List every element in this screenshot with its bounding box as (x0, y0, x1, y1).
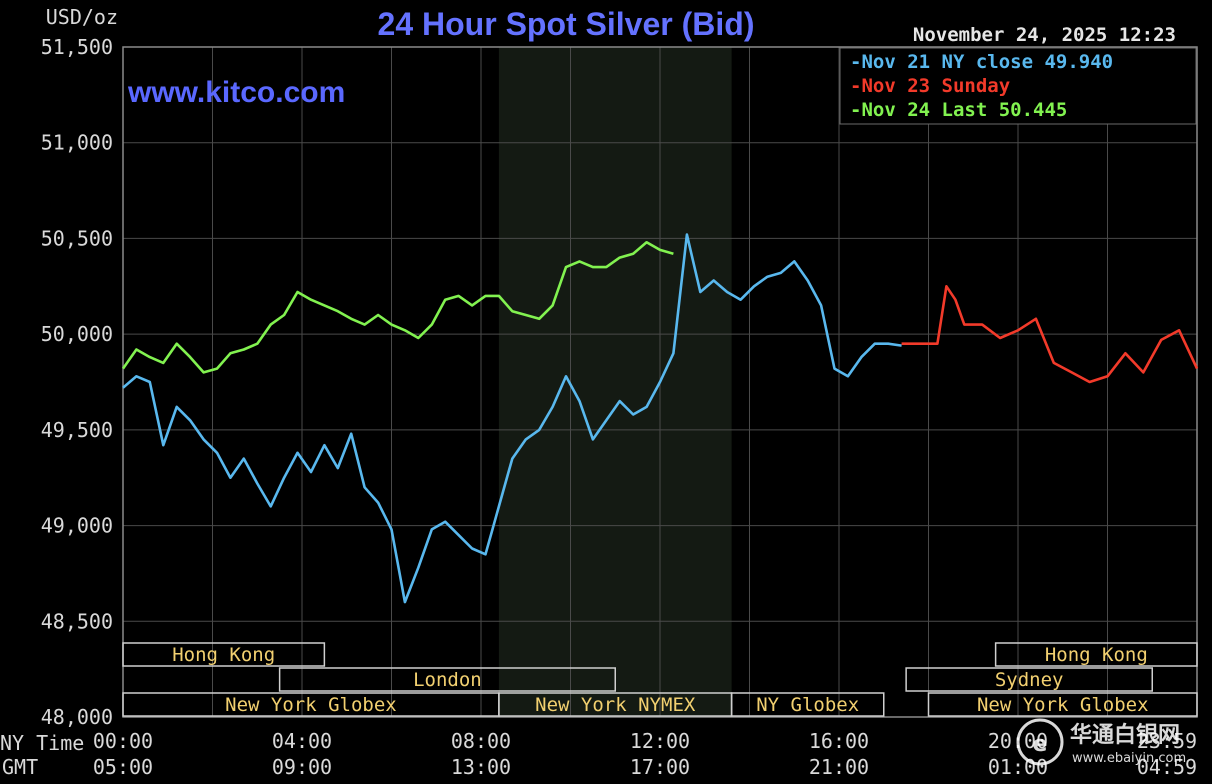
market-session-box: Hong Kong (994, 642, 1198, 667)
market-session-label: London (413, 669, 482, 691)
market-session-label: Hong Kong (172, 644, 275, 666)
x-tick-label-ny: 16:00 (809, 729, 869, 753)
corner-brand-logo: e 华通白银网 www.ebaiyin.com (1016, 718, 1186, 766)
market-session-label: Hong Kong (1045, 644, 1148, 666)
market-session-label: Sydney (995, 669, 1064, 691)
nymex-session-shade (498, 47, 732, 717)
x-tick-label-gmt: 01:00 (988, 755, 1048, 779)
y-tick-label: 48,500 (41, 609, 113, 633)
x-tick-label-ny: 08:00 (451, 729, 511, 753)
y-tick-label: 48,000 (41, 705, 113, 729)
market-session-label: New York Globex (977, 694, 1149, 716)
series-line-0 (122, 233, 902, 604)
x-tick-label-ny: 23:59 (1137, 729, 1197, 753)
x-tick-label-ny: 12:00 (630, 729, 690, 753)
legend: -Nov 21 NY close 49.940 -Nov 23 Sunday -… (839, 47, 1197, 125)
market-session-box: NY Globex (730, 692, 885, 717)
series-line-1 (901, 284, 1199, 384)
x-tick-label-ny: 04:00 (272, 729, 332, 753)
x-tick-label-gmt: 09:00 (272, 755, 332, 779)
x-tick-label-gmt: 05:00 (93, 755, 153, 779)
market-session-box: Sydney (905, 667, 1153, 692)
y-tick-label: 50,500 (41, 226, 113, 250)
x-axis-gmt-label: GMT (2, 755, 38, 779)
y-tick-label: 51,500 (41, 35, 113, 59)
series-line-2 (121, 241, 674, 374)
y-tick-label: 50,000 (41, 322, 113, 346)
market-session-label: NY Globex (756, 694, 859, 716)
legend-entry-nov24: -Nov 24 Last 50.445 (850, 99, 1067, 121)
brand-title: 华通白银网 (1070, 722, 1180, 748)
plot-border (122, 46, 1198, 718)
y-tick-label: 51,000 (41, 131, 113, 155)
market-session-label: New York NYMEX (535, 694, 696, 716)
x-tick-label-ny: 00:00 (93, 729, 153, 753)
timestamp: November 24, 2025 12:23 (913, 24, 1176, 46)
market-session-box: London (278, 667, 616, 692)
market-session-box: New York Globex (927, 692, 1198, 717)
legend-entry-nov21: -Nov 21 NY close 49.940 (850, 51, 1113, 73)
x-tick-label-gmt: 17:00 (630, 755, 690, 779)
x-tick-label-gmt: 04:59 (1137, 755, 1197, 779)
market-session-box: Hong Kong (122, 642, 326, 667)
chart-title: 24 Hour Spot Silver (Bid) (378, 6, 755, 42)
y-tick-label: 49,000 (41, 514, 113, 538)
market-session-label: New York Globex (225, 694, 397, 716)
x-tick-label-gmt: 21:00 (809, 755, 869, 779)
x-tick-label-gmt: 13:00 (451, 755, 511, 779)
brand-url: www.ebaiyin.com (1072, 751, 1186, 766)
x-axis-ny-time-label: NY Time (0, 731, 84, 755)
y-axis-unit-label: USD/oz (46, 5, 118, 29)
brand-circle-icon (1016, 718, 1064, 766)
y-tick-label: 49,500 (41, 418, 113, 442)
kitco-watermark: www.kitco.com (127, 76, 345, 109)
legend-entry-nov23: -Nov 23 Sunday (850, 75, 1010, 97)
brand-e-icon: e (1033, 732, 1048, 757)
